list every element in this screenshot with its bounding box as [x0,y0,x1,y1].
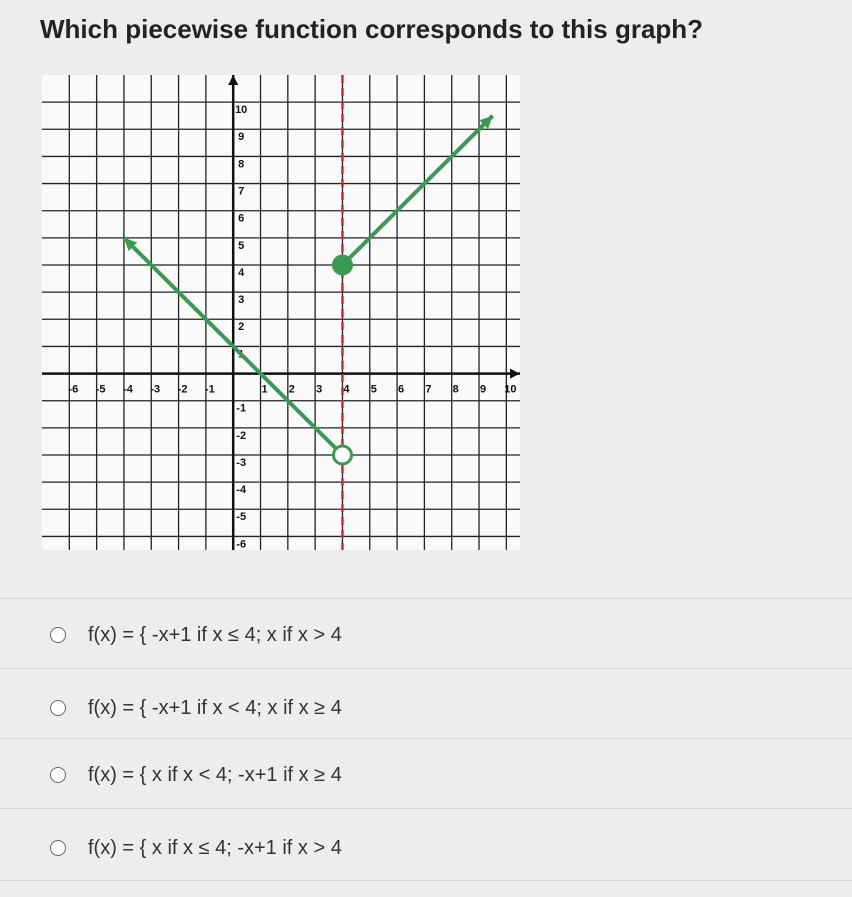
x-tick-label: -4 [123,383,134,395]
line-arrow [123,237,138,252]
y-tick-label: 5 [238,240,244,252]
option-text: f(x) = { x if x ≤ 4; -x+1 if x > 4 [88,836,342,859]
y-tick-label: -5 [236,511,246,523]
function-line [122,236,344,457]
y-tick-label: 3 [238,294,244,306]
x-tick-label: 6 [398,383,404,395]
y-tick-label: 4 [238,267,245,279]
x-tick-label: 8 [453,383,459,395]
option: f(x) = { -x+1 if x ≤ 4; x if x > 4 [50,615,830,655]
function-line [341,114,495,267]
graph-bg [42,75,520,550]
y-tick-label: 9 [238,131,244,143]
endpoint [331,444,353,466]
y-tick-label: -2 [236,430,246,442]
y-tick-label: -1 [236,403,246,415]
endpoint [331,254,353,276]
option-text: f(x) = { -x+1 if x < 4; x if x ≥ 4 [88,696,342,719]
axis-arrow [510,368,520,379]
question: Which piecewise function corresponds to … [40,14,704,44]
option-text: f(x) = { -x+1 if x ≤ 4; x if x > 4 [88,623,342,646]
separator [0,808,852,809]
radio-button[interactable] [50,627,66,643]
y-tick-label: -3 [236,457,246,469]
axis-arrow [228,75,239,85]
option: f(x) = { -x+1 if x < 4; x if x ≥ 4 [50,688,830,728]
x-tick-label: 10 [504,383,516,395]
x-tick-label: 3 [316,383,322,395]
option: f(x) = { x if x < 4; -x+1 if x ≥ 4 [50,755,830,795]
y-tick-label: 2 [238,321,244,333]
x-tick-label: -2 [178,383,188,395]
x-tick-label: 5 [371,383,377,395]
separator [0,738,852,739]
y-tick-label: 8 [238,158,244,170]
radio-button[interactable] [50,840,66,856]
separator [0,880,852,881]
option-text: f(x) = { x if x < 4; -x+1 if x ≥ 4 [88,763,342,786]
y-tick-label: -4 [236,484,247,496]
x-tick-label: 9 [480,383,486,395]
x-tick-label: -6 [68,383,78,395]
x-tick-label: 2 [289,383,295,395]
separator [0,668,852,669]
separator [0,598,852,599]
graph: -6 -5 -4 -3 -2 -1 1 2 3 4 5 6 7 8 9 10-6-5-4-3-2-112345… [42,75,520,550]
x-tick-label: -1 [205,383,215,395]
y-tick-label: -6 [236,538,246,550]
line-arrow [479,115,493,129]
x-tick-label: 7 [425,383,431,395]
option: f(x) = { x if x ≤ 4; -x+1 if x > 4 [50,828,830,868]
radio-button[interactable] [50,767,66,783]
x-tick-label: -5 [96,383,106,395]
x-tick-label: 1 [261,383,267,395]
radio-button[interactable] [50,700,66,716]
x-tick-label: -3 [150,383,160,395]
y-tick-label: 10 [235,104,247,116]
x-tick-label: 4 [343,383,350,395]
y-tick-label: 7 [238,185,244,197]
y-tick-label: 6 [238,213,244,225]
